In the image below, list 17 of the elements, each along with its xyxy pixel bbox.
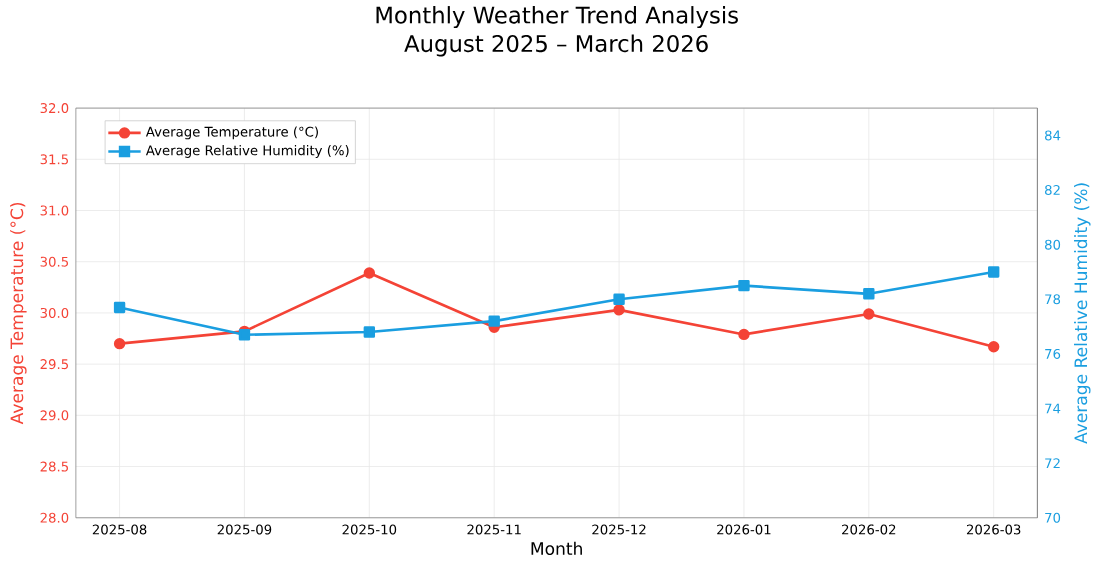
point [738, 328, 750, 340]
y2-axis-title: Average Relative Humidity (%) [1074, 183, 1091, 444]
point [113, 337, 126, 350]
x-axis-title: Month [531, 541, 582, 555]
point [863, 308, 875, 320]
point [363, 326, 376, 338]
point [863, 287, 875, 300]
chart-subtitle: August 2025 – March 2026 [404, 34, 708, 57]
point [363, 267, 376, 279]
point [613, 293, 625, 305]
point [488, 315, 500, 327]
point [988, 266, 1000, 278]
point [988, 340, 1000, 353]
point [738, 279, 750, 292]
chart-title: Monthly Weather Trend Analysis [376, 5, 738, 28]
y-axis-title: Average Temperature (°C) [10, 202, 27, 425]
point [113, 301, 126, 313]
